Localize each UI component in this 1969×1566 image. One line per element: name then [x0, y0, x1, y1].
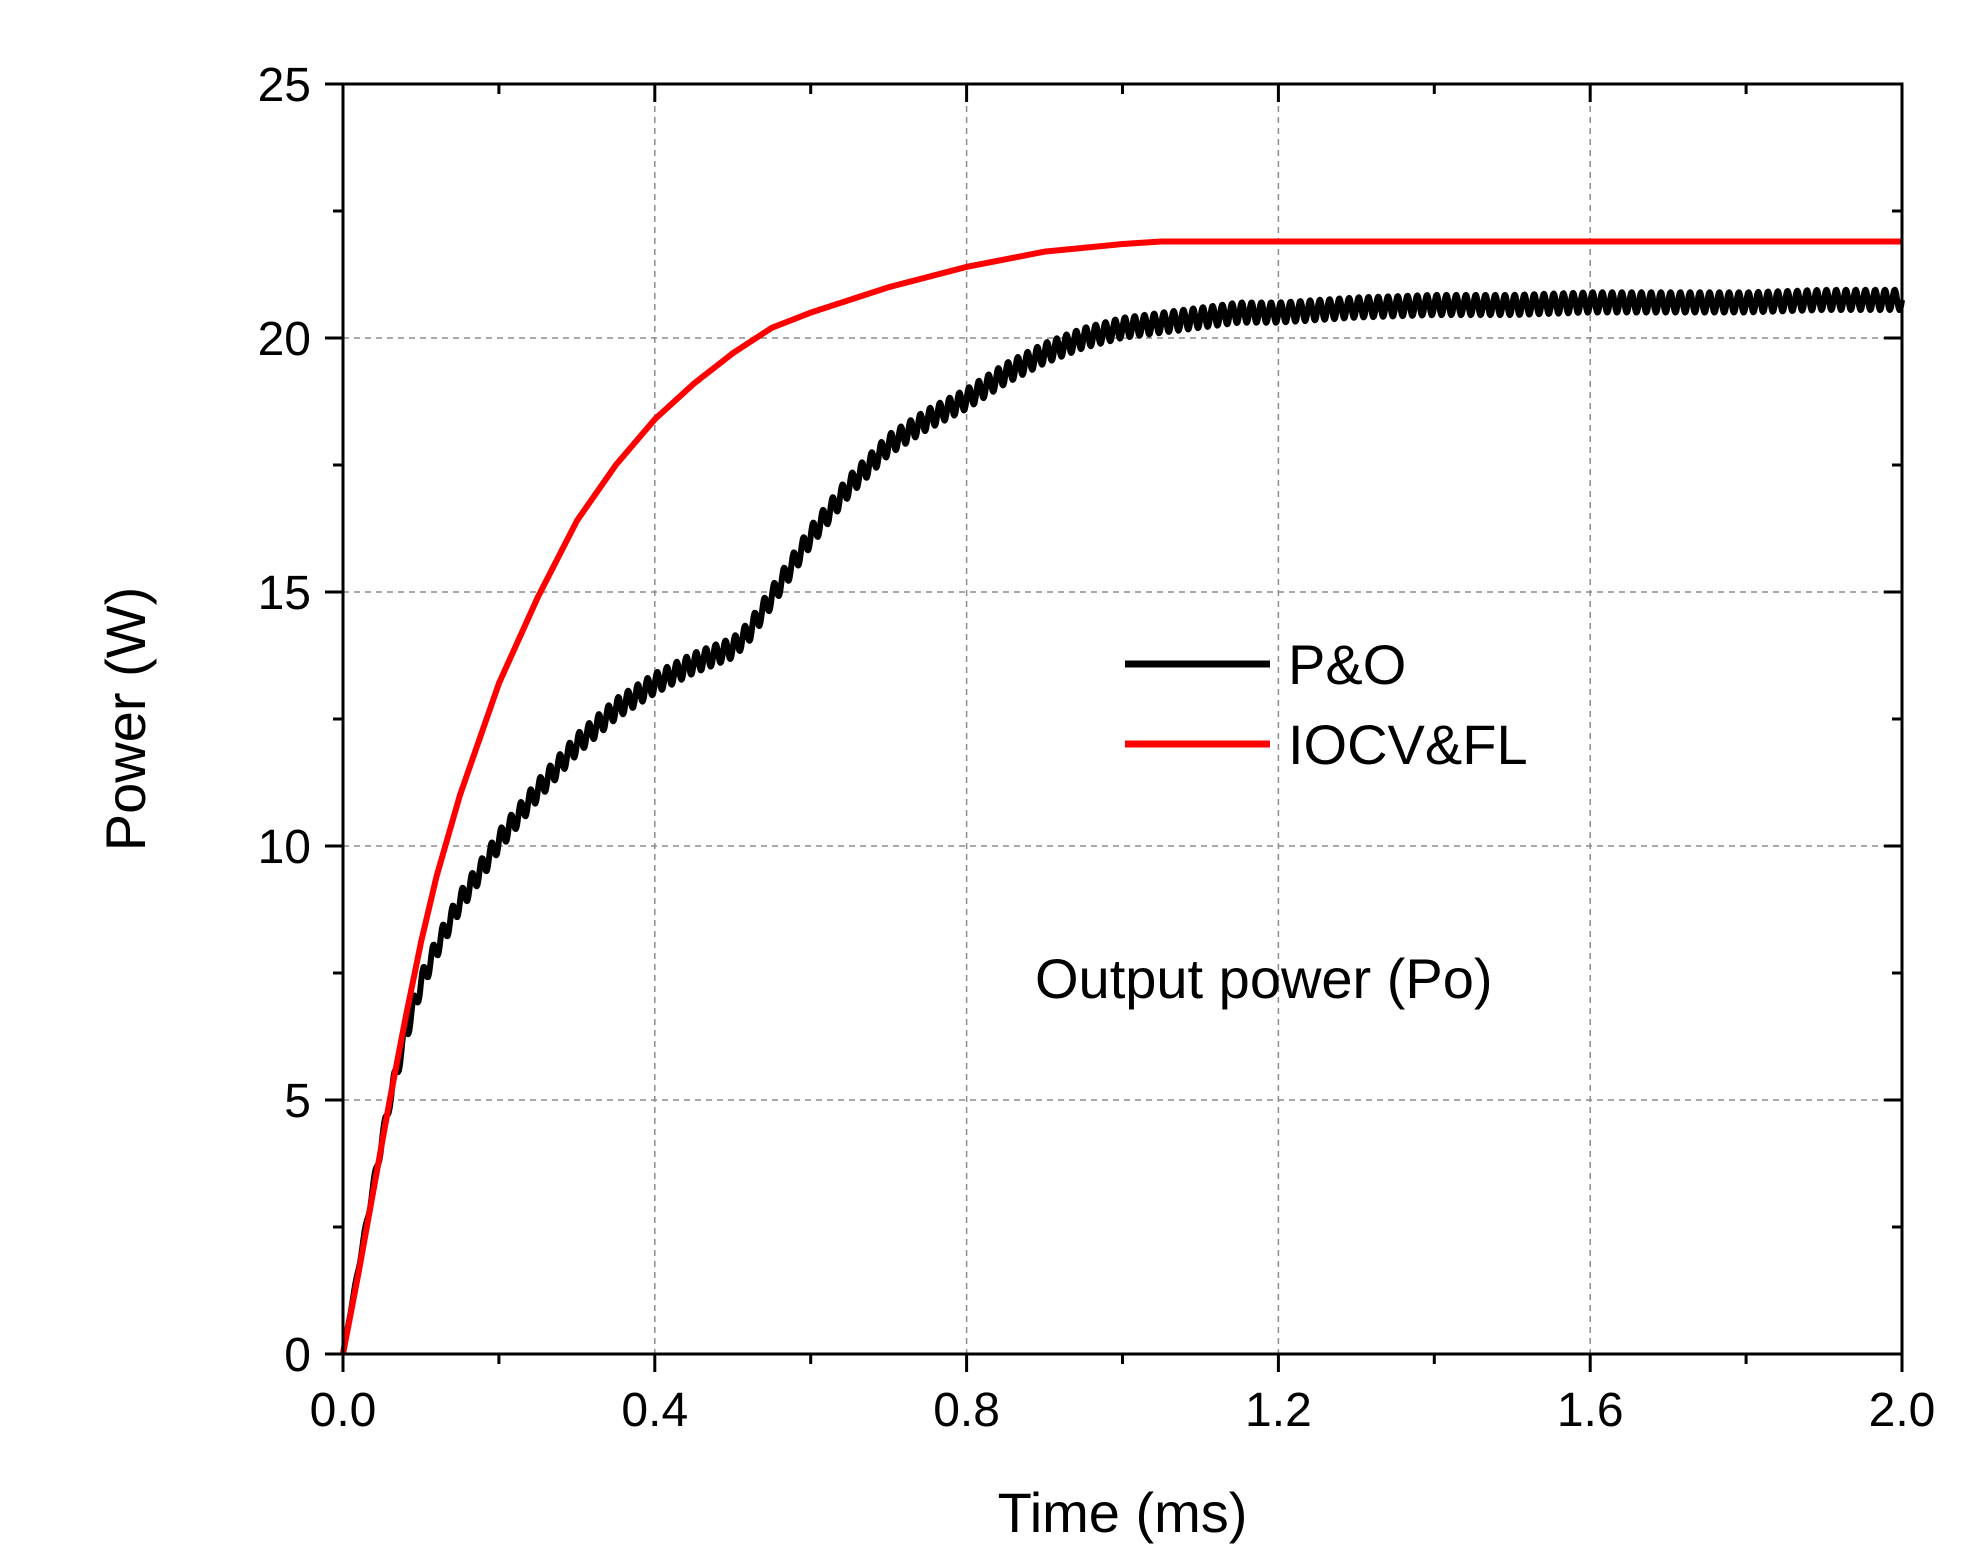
x-tick-label: 0.0 — [310, 1384, 377, 1437]
legend-label-p-and-o: P&O — [1288, 633, 1406, 696]
x-tick-label: 2.0 — [1869, 1384, 1936, 1437]
y-tick-label: 5 — [284, 1075, 311, 1128]
legend: P&O IOCV&FL — [1125, 633, 1528, 776]
y-tick-label: 0 — [284, 1329, 311, 1382]
annotation-output-power: Output power (Po) — [1035, 947, 1493, 1010]
grid-layer — [343, 84, 1902, 1354]
y-tick-label: 10 — [258, 821, 311, 874]
x-tick-label: 0.4 — [621, 1384, 688, 1437]
x-tick-label: 1.6 — [1557, 1384, 1624, 1437]
x-axis-title: Time (ms) — [998, 1481, 1248, 1544]
ticks-layer — [325, 82, 1904, 1372]
y-tick-label: 25 — [258, 59, 311, 112]
x-tick-label: 0.8 — [933, 1384, 1000, 1437]
legend-label-iocv-and-fl: IOCV&FL — [1288, 713, 1528, 776]
series-line-p-and-o — [340, 286, 1905, 1355]
x-tick-label: 1.2 — [1245, 1384, 1312, 1437]
y-tick-label: 20 — [258, 313, 311, 366]
labels-layer: 0.0 0.4 0.8 1.2 1.6 2.0 0 5 10 15 20 25 — [258, 59, 1936, 1437]
plot-frame — [341, 82, 1904, 1356]
series-line-iocv-and-fl — [340, 238, 1905, 1355]
y-tick-label: 15 — [258, 567, 311, 620]
y-axis-title: Power (W) — [94, 587, 157, 851]
series-layer — [340, 238, 1905, 1355]
